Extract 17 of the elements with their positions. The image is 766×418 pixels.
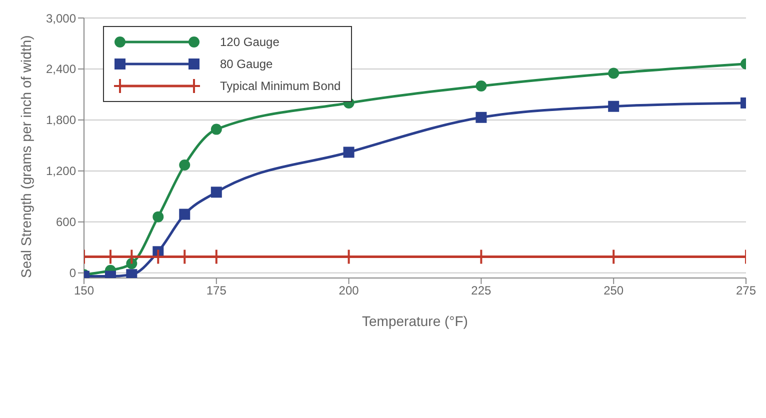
- x-tick-label: 175: [206, 284, 227, 298]
- legend-label: 120 Gauge: [220, 35, 280, 49]
- x-tick-label: 250: [604, 284, 624, 298]
- y-tick-label: 3,000: [46, 11, 76, 26]
- y-tick-label: 1,800: [46, 113, 76, 128]
- y-axis-title: Seal Strength (grams per inch of width): [18, 35, 34, 278]
- legend-label: Typical Minimum Bond: [220, 79, 341, 93]
- y-tick-label: 600: [56, 215, 76, 230]
- x-tick-label: 275: [736, 284, 756, 298]
- y-tick-label: 2,400: [46, 62, 76, 76]
- legend-label: 80 Gauge: [220, 57, 273, 71]
- y-tick-label: 0: [69, 266, 76, 280]
- x-tick-label: 225: [471, 284, 492, 298]
- y-tick-label: 1,200: [46, 164, 76, 178]
- x-axis-title: Temperature (°F): [362, 313, 468, 329]
- x-tick-label: 200: [338, 284, 360, 298]
- x-tick-label: 150: [74, 284, 94, 298]
